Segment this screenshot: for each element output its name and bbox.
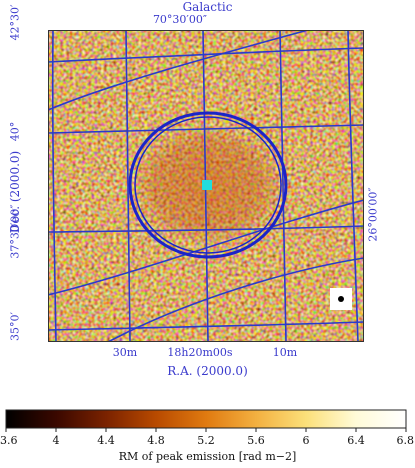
- left-tick-label-1: 42°30′: [8, 4, 22, 41]
- colorbar-label: RM of peak emission [rad m−2]: [0, 450, 415, 463]
- outer-ring: [128, 111, 288, 259]
- map-frame: [48, 30, 364, 342]
- colorbar-tick-label: 5.6: [247, 434, 265, 447]
- colorbar-tick-label: 6.4: [347, 434, 365, 447]
- colorbar-tick-label: 5.2: [197, 434, 215, 447]
- colorbar-tick-label: 6.8: [397, 434, 415, 447]
- bottom-axis-title: R.A. (2000.0): [167, 364, 248, 378]
- colorbar: 3.6 4 4.4 4.8 5.2 5.6 6 6.4 6.8: [0, 409, 414, 447]
- colorbar-tick-label: 3.6: [0, 434, 18, 447]
- colorbar-tick-label: 6: [303, 434, 310, 447]
- bottom-tick-label-2: 18h20m00s: [167, 346, 233, 359]
- colorbar-ticks: 3.6 4 4.4 4.8 5.2 5.6 6 6.4 6.8: [0, 428, 414, 447]
- left-tick-label-4: 35°0′: [8, 312, 22, 341]
- colorbar-tick-label: 4.8: [147, 434, 165, 447]
- colorbar-label-text: RM of peak emission [rad m−2]: [118, 450, 297, 463]
- top-axis-title: Galactic: [182, 0, 233, 14]
- right-tick-label: 26°00′00″: [366, 187, 380, 242]
- left-axis-title: Dec. (2000.0): [8, 150, 22, 234]
- source-rings: [128, 111, 288, 259]
- top-tick-label: 70°30′00″: [152, 13, 208, 26]
- colorbar-tick-label: 4: [53, 434, 60, 447]
- colorbar-gradient: [5, 409, 407, 429]
- beam-dot: [338, 296, 344, 302]
- bottom-tick-label-1: 30m: [112, 346, 138, 359]
- colorbar-tick-label: 4.4: [97, 434, 115, 447]
- rm-map: [48, 30, 364, 342]
- bottom-tick-label-3: 10m: [272, 346, 298, 359]
- center-marker: [202, 180, 212, 190]
- inner-ring: [134, 116, 282, 254]
- coordinate-grid: [48, 30, 364, 342]
